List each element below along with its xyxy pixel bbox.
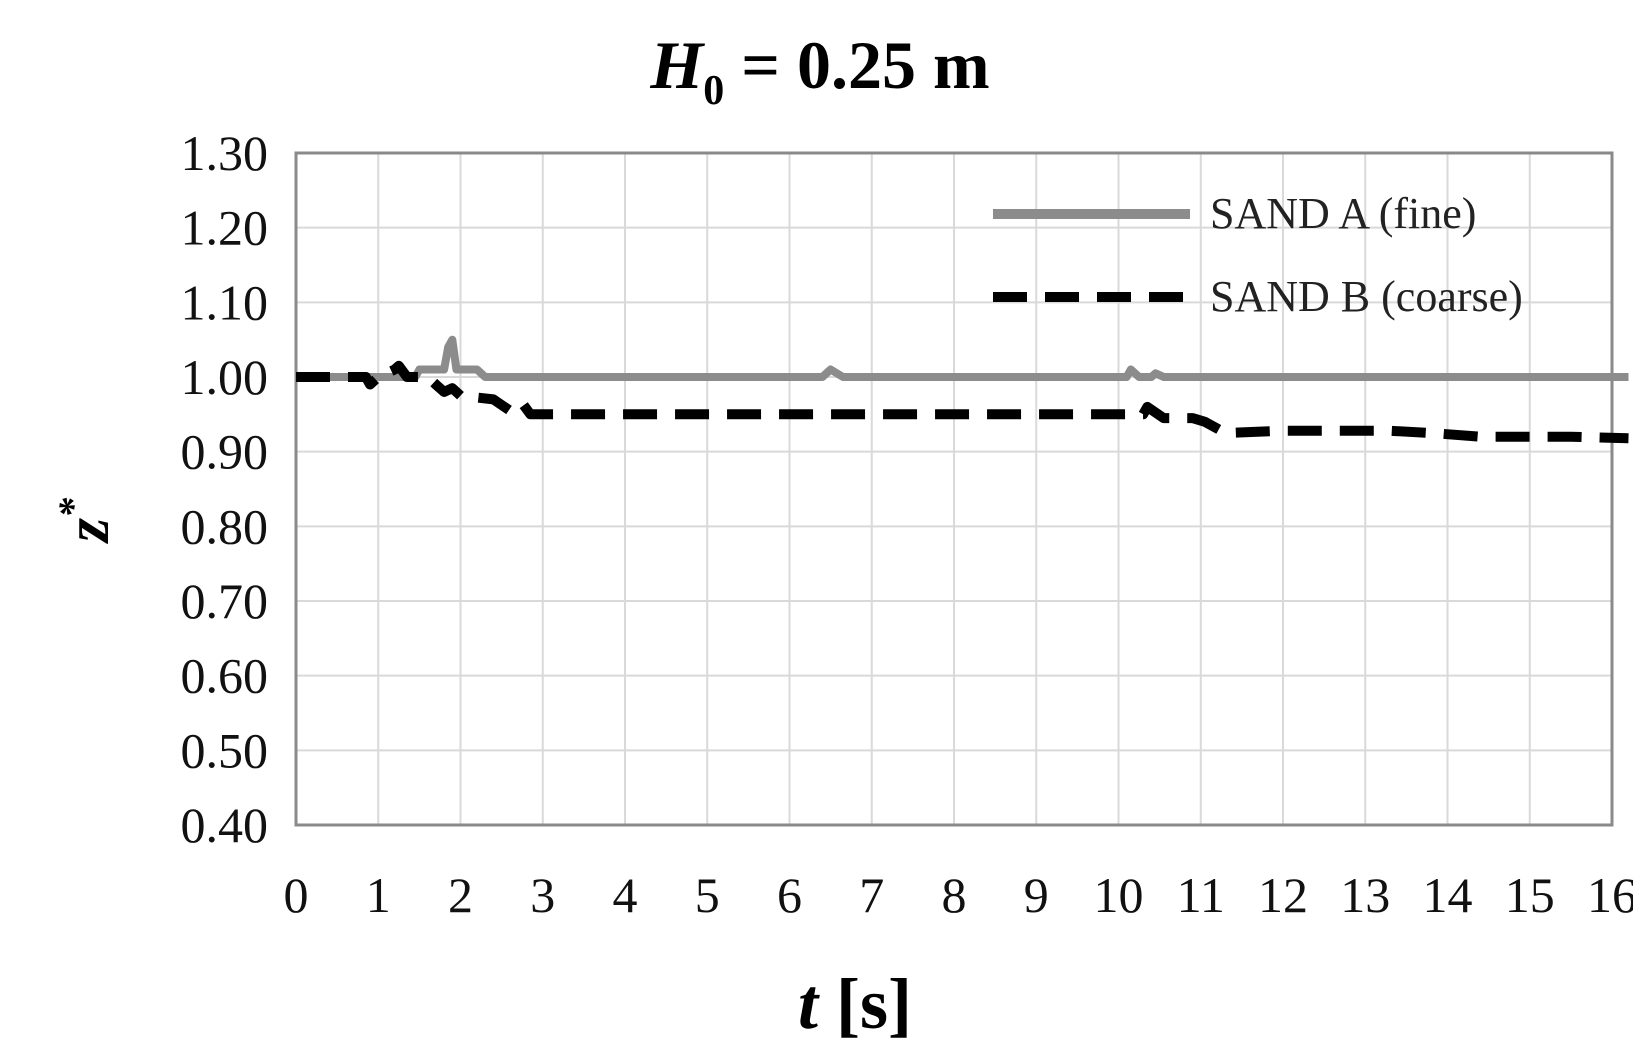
- x-tick-label: 5: [695, 867, 720, 923]
- y-axis-label: z*: [50, 497, 122, 544]
- x-tick-label: 4: [613, 867, 638, 923]
- x-tick-label: 3: [530, 867, 555, 923]
- x-tick-label: 12: [1258, 867, 1308, 923]
- x-axis-label: t [s]: [798, 964, 912, 1044]
- y-tick-label: 0.90: [181, 424, 269, 480]
- y-axis-label-superscript: *: [50, 497, 95, 518]
- x-tick-label: 15: [1505, 867, 1555, 923]
- x-axis-label-variable: t: [798, 964, 820, 1044]
- legend-label-sand-b: SAND B (coarse): [1210, 272, 1523, 321]
- y-tick-label: 1.10: [181, 274, 269, 330]
- x-tick-label: 2: [448, 867, 473, 923]
- x-tick-label: 11: [1177, 867, 1225, 923]
- x-tick-label: 14: [1423, 867, 1473, 923]
- x-tick-label: 6: [777, 867, 802, 923]
- x-tick-label: 8: [942, 867, 967, 923]
- x-axis-label-unit: [s]: [836, 964, 912, 1044]
- x-tick-label: 0: [284, 867, 309, 923]
- series-lines: [296, 335, 1629, 444]
- x-tick-label: 10: [1094, 867, 1144, 923]
- chart-title: H0 = 0.25 m: [649, 27, 989, 114]
- y-tick-label: 1.00: [181, 349, 269, 405]
- chart-title-rest: = 0.25 m: [724, 27, 989, 103]
- y-tick-label: 0.80: [181, 498, 269, 554]
- x-tick-label: 1: [366, 867, 391, 923]
- x-tick-label: 7: [859, 867, 884, 923]
- chart-title-variable: H: [649, 27, 705, 103]
- y-axis-tick-labels: 0.40 0.50 0.60 0.70 0.80 0.90 1.00 1.10 1.20 1.30: [181, 125, 269, 853]
- grid: [295, 152, 1613, 826]
- chart-title-subscript: 0: [703, 68, 724, 114]
- x-axis-tick-labels: 0 1 2 3 4 5 6 7 8 9 10 11 12 13 14 15 16: [284, 867, 1633, 923]
- y-tick-label: 1.30: [181, 125, 269, 181]
- y-tick-label: 0.60: [181, 648, 269, 704]
- y-tick-label: 0.40: [181, 797, 269, 853]
- x-tick-label: 16: [1587, 867, 1633, 923]
- y-tick-label: 1.20: [181, 200, 269, 256]
- series-line-sand-b: [296, 360, 1629, 444]
- y-axis-label-variable: z: [54, 518, 122, 544]
- series-line-sand-a: [296, 335, 1629, 381]
- legend-label-sand-a: SAND A (fine): [1210, 189, 1476, 238]
- legend: SAND A (fine) SAND B (coarse): [993, 189, 1523, 321]
- x-tick-label: 13: [1340, 867, 1390, 923]
- plot-frame: [294, 151, 1614, 827]
- x-tick-label: 9: [1024, 867, 1049, 923]
- y-tick-label: 0.70: [181, 573, 269, 629]
- y-tick-label: 0.50: [181, 722, 269, 778]
